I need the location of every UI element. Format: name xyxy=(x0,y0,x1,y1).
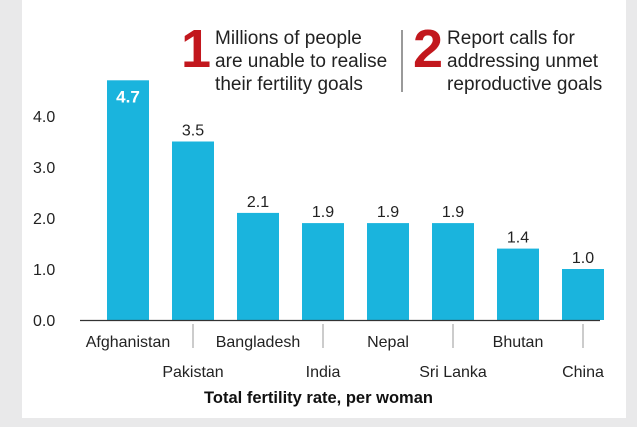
value-label: 1.9 xyxy=(312,204,334,221)
bar-india xyxy=(302,223,344,320)
callout-2-line-2: addressing unmet xyxy=(447,51,599,72)
y-tick-label: 3.0 xyxy=(33,160,55,177)
callout-1-text: Millions of people are unable to realise… xyxy=(215,27,387,96)
bar-china xyxy=(562,269,604,320)
callout-divider xyxy=(401,30,403,92)
value-label: 1.4 xyxy=(507,230,529,247)
callout-2-line-1: Report calls for xyxy=(447,28,575,49)
y-tick-label: 1.0 xyxy=(33,262,55,279)
y-tick-label: 4.0 xyxy=(33,109,55,126)
x-axis-title: Total fertility rate, per woman xyxy=(204,389,433,407)
callout-1-line-1: Millions of people xyxy=(215,28,362,49)
category-label: Nepal xyxy=(367,334,409,351)
value-label: 2.1 xyxy=(247,194,269,211)
value-label: 1.9 xyxy=(442,204,464,221)
value-label: 1.0 xyxy=(572,250,594,267)
value-label: 4.7 xyxy=(116,87,140,106)
category-label: Bangladesh xyxy=(216,334,301,351)
category-label: Sri Lanka xyxy=(419,364,487,381)
callout-2-text: Report calls for addressing unmet reprod… xyxy=(447,27,602,96)
bar-nepal xyxy=(367,223,409,320)
bar-sri-lanka xyxy=(432,223,474,320)
category-label: Bhutan xyxy=(493,334,544,351)
category-label: Pakistan xyxy=(162,364,223,381)
category-label: China xyxy=(562,364,604,381)
bar-bhutan xyxy=(497,248,539,320)
value-label: 3.5 xyxy=(182,123,204,140)
y-tick-label: 0.0 xyxy=(33,313,55,330)
callout-2-line-3: reproductive goals xyxy=(447,74,603,95)
bar-afghanistan xyxy=(107,80,149,320)
bar-bangladesh xyxy=(237,212,279,320)
callout-1-number: 1 xyxy=(181,19,212,79)
callout-1-line-3: their fertility goals xyxy=(215,74,363,95)
value-label: 1.9 xyxy=(377,204,399,221)
bar-pakistan xyxy=(172,141,214,320)
callout-1-line-2: are unable to realise xyxy=(215,51,388,72)
category-label: India xyxy=(306,364,341,381)
callout-1: 1 Millions of people are unable to reali… xyxy=(181,19,387,96)
y-tick-label: 2.0 xyxy=(33,211,55,228)
callout-2-number: 2 xyxy=(413,19,444,79)
callout-2: 2 Report calls for addressing unmet repr… xyxy=(413,19,602,96)
category-label: Afghanistan xyxy=(86,334,171,351)
